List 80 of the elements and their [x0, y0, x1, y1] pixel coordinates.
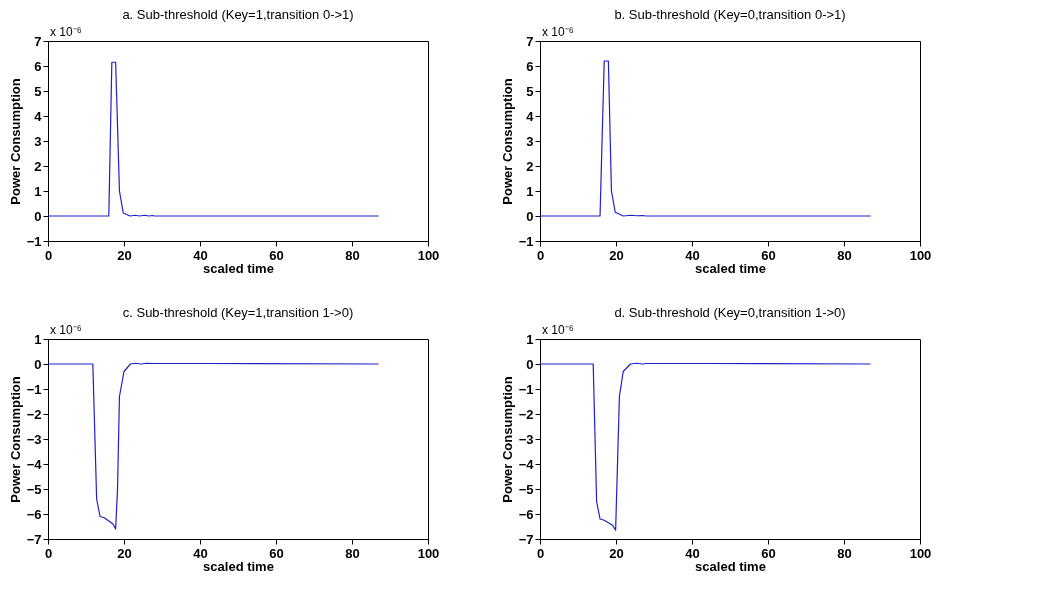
y-tick-label: −2	[518, 406, 534, 422]
text: x 10⁻⁶	[542, 323, 574, 337]
line-series	[47, 362, 380, 530]
x-tick-label: 80	[837, 247, 852, 263]
x-axis-title: scaled time	[203, 558, 274, 574]
y-tick-label: −1	[26, 233, 42, 249]
line-series	[47, 61, 380, 217]
x-tick-label: 80	[345, 545, 360, 561]
x-tick-label: 100	[909, 545, 932, 561]
x-tick-label: 20	[117, 545, 132, 561]
chart-title: b. Sub-threshold (Key=0,transition 0->1)	[614, 7, 846, 22]
x-tick-label: 40	[685, 545, 700, 561]
x-tick-label: 100	[417, 247, 440, 263]
x-axis-title: scaled time	[203, 260, 274, 276]
y-tick-label: 4	[526, 108, 535, 124]
y-tick-label: −6	[26, 506, 42, 522]
y-tick-label: 5	[34, 83, 42, 99]
y-tick-label: −2	[26, 406, 42, 422]
x-tick-label: 40	[193, 545, 208, 561]
y-tick-label: −1	[518, 233, 534, 249]
line-series	[539, 60, 872, 217]
y-axis-title: Power Consumption	[499, 78, 515, 205]
chart-title: c. Sub-threshold (Key=1,transition 1->0)	[122, 305, 354, 320]
y-tick-label: 6	[526, 58, 534, 74]
y-tick-label: −3	[518, 431, 534, 447]
x-tick-label: 20	[117, 247, 132, 263]
y-tick-label: 4	[34, 108, 43, 124]
y-tick-label: 0	[34, 208, 42, 224]
text: x 10⁻⁶	[50, 323, 82, 337]
x-tick-label: 100	[417, 545, 440, 561]
x-tick-label: 60	[269, 247, 284, 263]
y-tick-label: 0	[34, 356, 42, 372]
text: x 10⁻⁶	[542, 25, 574, 39]
x-tick-label: 60	[269, 545, 284, 561]
x-tick-label: 60	[761, 247, 776, 263]
y-axis-title: Power Consumption	[7, 376, 23, 503]
y-tick-label: 2	[34, 158, 42, 174]
y-tick-label: 3	[526, 133, 534, 149]
y-tick-label: 1	[526, 331, 534, 347]
chart-title: a. Sub-threshold (Key=1,transition 0->1)	[122, 7, 354, 22]
y-axis-title: Power Consumption	[499, 376, 515, 503]
y-tick-label: −4	[26, 456, 43, 472]
y-tick-label: −1	[26, 381, 42, 397]
x-tick-label: 20	[609, 545, 624, 561]
y-axis-title: Power Consumption	[7, 78, 23, 205]
chart-title: d. Sub-threshold (Key=0,transition 1->0)	[614, 305, 846, 320]
y-tick-label: 3	[34, 133, 42, 149]
x-axis-title: scaled time	[695, 260, 766, 276]
y-tick-label: −7	[26, 531, 42, 547]
x-tick-label: 0	[44, 247, 53, 263]
line-series	[539, 362, 872, 531]
x-tick-label: 100	[909, 247, 932, 263]
y-tick-label: 7	[34, 33, 42, 49]
y-tick-label: 7	[526, 33, 534, 49]
y-tick-label: −5	[26, 481, 42, 497]
y-tick-label: 1	[34, 331, 42, 347]
y-tick-label: 1	[34, 183, 42, 199]
x-tick-label: 20	[609, 247, 624, 263]
y-tick-label: 6	[34, 58, 42, 74]
x-tick-label: 0	[536, 247, 545, 263]
y-tick-label: 2	[526, 158, 534, 174]
y-tick-label: 0	[526, 208, 534, 224]
y-tick-label: 5	[526, 83, 534, 99]
y-tick-label: −4	[518, 456, 535, 472]
text: x 10⁻⁶	[50, 25, 82, 39]
y-tick-label: 1	[526, 183, 534, 199]
y-tick-label: −5	[518, 481, 534, 497]
y-tick-label: −3	[26, 431, 42, 447]
y-tick-label: −7	[518, 531, 534, 547]
y-tick-label: 0	[526, 356, 534, 372]
x-axis-title: scaled time	[695, 558, 766, 574]
y-tick-label: −1	[518, 381, 534, 397]
x-tick-label: 0	[44, 545, 53, 561]
x-tick-label: 60	[761, 545, 776, 561]
x-tick-label: 40	[193, 247, 208, 263]
y-tick-label: −6	[518, 506, 534, 522]
x-tick-label: 80	[837, 545, 852, 561]
x-tick-label: 40	[685, 247, 700, 263]
x-tick-label: 80	[345, 247, 360, 263]
x-tick-label: 0	[536, 545, 545, 561]
